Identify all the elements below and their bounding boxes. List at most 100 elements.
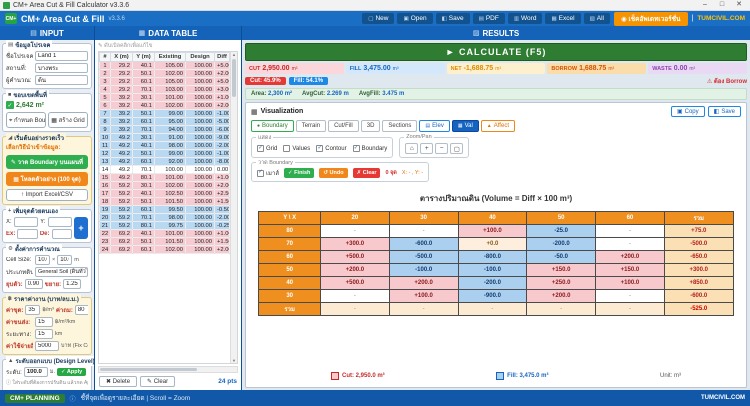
y-input[interactable] xyxy=(47,217,72,227)
promo-button[interactable]: ◉ เช็คอัพเดทเวอร์ชั่น xyxy=(614,11,688,26)
points-table-row[interactable]: 8 39.2 60.1 95.00 100.00 -5.00 xyxy=(99,117,230,126)
mouse-draw-checkbox[interactable]: ✓ เมาส์ xyxy=(257,168,279,178)
points-table-row[interactable]: 21 59.2 80.1 99.75 100.00 -0.25 xyxy=(99,221,230,230)
load-sample-button[interactable]: ▦ โหลดตัวอย่าง (100 จุด) xyxy=(6,172,88,186)
viz-mode-val[interactable]: ▦ Val xyxy=(451,120,479,132)
cell-x-input[interactable] xyxy=(35,255,50,265)
toolbar-button-all[interactable]: ▧ All xyxy=(583,13,610,24)
cell-y-input[interactable] xyxy=(57,255,73,265)
create-grid-button[interactable]: ▦ สร้าง Grid xyxy=(48,112,88,128)
points-table-row[interactable]: 10 49.2 30.1 91.00 100.00 -9.00 xyxy=(99,133,230,142)
zoom-fit-button[interactable]: ▢ xyxy=(450,143,464,154)
toolbar-button-excel[interactable]: ▦ Excel xyxy=(545,13,581,24)
existing-input[interactable] xyxy=(17,229,38,239)
apply-level-button[interactable]: ✓ Apply xyxy=(56,368,87,376)
viz-mode-elev[interactable]: ▤ Elev xyxy=(419,120,450,132)
save-view-button[interactable]: ◧ Save xyxy=(707,106,741,117)
points-table-row[interactable]: 19 59.2 60.1 99.50 100.00 -0.50 xyxy=(99,205,230,214)
viz-mode-boundary[interactable]: ● Boundary xyxy=(251,120,294,132)
show-option-boundary[interactable]: ✓ Boundary xyxy=(352,145,387,152)
points-table-row[interactable]: 20 59.2 70.1 98.00 100.00 -2.00 xyxy=(99,213,230,222)
shrink-input[interactable] xyxy=(24,279,43,289)
add-point-button[interactable]: + xyxy=(74,217,88,239)
zoom-home-button[interactable]: ⌂ xyxy=(405,143,419,154)
x-input[interactable] xyxy=(13,217,39,227)
scroll-down-icon[interactable]: ▼ xyxy=(232,358,236,363)
define-boundary-button[interactable]: ⌖ กำหนด Boundary xyxy=(6,112,46,128)
show-option-contour[interactable]: ✓ Contour xyxy=(316,145,347,152)
vertical-scrollbar[interactable]: ▲ ▼ xyxy=(230,52,237,363)
clear-points-button[interactable]: ✎ Clear xyxy=(140,376,176,387)
engineer-input[interactable] xyxy=(35,75,88,85)
hscrollbar-thumb[interactable] xyxy=(100,368,197,371)
points-table-row[interactable]: 11 49.2 40.1 98.00 100.00 -2.00 xyxy=(99,141,230,150)
design-input[interactable] xyxy=(51,229,72,239)
undo-draw-button[interactable]: ↺ Undo xyxy=(319,168,348,178)
toolbar-button-pdf[interactable]: ▤ PDF xyxy=(472,13,505,24)
show-option-values[interactable]: Values xyxy=(283,145,310,152)
show-option-grid[interactable]: ✓ Grid xyxy=(257,145,277,152)
matrix-cell: -25.0 xyxy=(526,224,597,238)
minimize-button[interactable]: – xyxy=(703,1,707,8)
cut-legend-label: Cut: 2,950.0 m³ xyxy=(342,373,385,379)
viz-mode-sections[interactable]: Sections xyxy=(382,120,418,132)
level-input[interactable] xyxy=(23,367,48,377)
draw-boundary-map-button[interactable]: ✎ วาด Boundary บนแผนที่ xyxy=(6,155,88,169)
clear-draw-button[interactable]: ✗ Clear xyxy=(352,168,381,178)
horizontal-scrollbar[interactable] xyxy=(98,366,238,373)
toolbar-button-open[interactable]: ▣ Open xyxy=(397,13,433,24)
toolbar-button-word[interactable]: ▥ Word xyxy=(507,13,543,24)
scroll-up-icon[interactable]: ▲ xyxy=(232,52,236,57)
fill-cost-input[interactable] xyxy=(74,305,88,315)
project-name-input[interactable] xyxy=(35,51,88,61)
dig-cost-input[interactable] xyxy=(25,305,41,315)
copy-view-button[interactable]: ▣ Copy xyxy=(670,106,705,117)
location-input[interactable] xyxy=(35,63,88,73)
level-unit: ม. xyxy=(49,369,55,375)
points-cell: 100.00 xyxy=(185,93,215,102)
close-button[interactable]: ✕ xyxy=(736,1,742,8)
distance-input[interactable] xyxy=(35,329,53,339)
finish-draw-button[interactable]: ✓ Finish xyxy=(284,168,315,178)
matrix-cell: - xyxy=(320,289,390,303)
toolbar-button-new[interactable]: ▢ New xyxy=(362,13,395,24)
swell-input[interactable] xyxy=(63,279,82,289)
viz-mode-terrain[interactable]: Terrain xyxy=(295,120,327,132)
points-table-row[interactable]: 14 49.2 70.1 100.00 100.00 0.00 xyxy=(99,165,230,174)
visualization-canvas[interactable]: ตารางปริมาณดิน (Volume = Diff × 100 m³) … xyxy=(251,182,741,384)
points-table-row[interactable]: 12 49.2 50.1 99.00 100.00 -1.00 xyxy=(99,149,230,158)
viz-mode-3d[interactable]: 3D xyxy=(360,120,381,132)
delete-point-button[interactable]: ✖ Delete xyxy=(99,376,138,387)
viz-mode-cut-fill[interactable]: Cut/Fill xyxy=(328,120,359,132)
points-table-row[interactable]: 7 39.2 50.1 99.00 100.00 -1.00 xyxy=(99,109,230,118)
points-table-row[interactable]: 13 49.2 60.1 92.00 100.00 -8.00 xyxy=(99,157,230,166)
scrollbar-thumb[interactable] xyxy=(232,59,236,97)
toolbar-button-save[interactable]: ◧ Save xyxy=(435,13,470,24)
haul-cost-input[interactable] xyxy=(35,317,53,327)
mouse-draw-label: เมาส์ xyxy=(266,171,280,177)
zoom-out-button[interactable]: − xyxy=(435,143,449,154)
fix-cost-input[interactable] xyxy=(35,341,59,351)
viz-mode-affect[interactable]: ▲ Affect xyxy=(480,120,515,132)
maximize-button[interactable]: □ xyxy=(719,1,725,8)
soil-type-select[interactable]: General Soil (ดินทั่วไ...▼ xyxy=(35,267,88,277)
import-excel-button[interactable]: ↑ Import Excel/CSV xyxy=(6,189,88,201)
zoom-in-button[interactable]: + xyxy=(420,143,434,154)
points-cell: 98.00 xyxy=(154,141,186,150)
points-table-row[interactable]: 9 39.2 70.1 94.00 100.00 -6.00 xyxy=(99,125,230,134)
brand-link[interactable]: TUMCIVIL.COM xyxy=(697,15,745,22)
calculate-button[interactable]: ► CALCULATE (F5) xyxy=(245,43,747,61)
